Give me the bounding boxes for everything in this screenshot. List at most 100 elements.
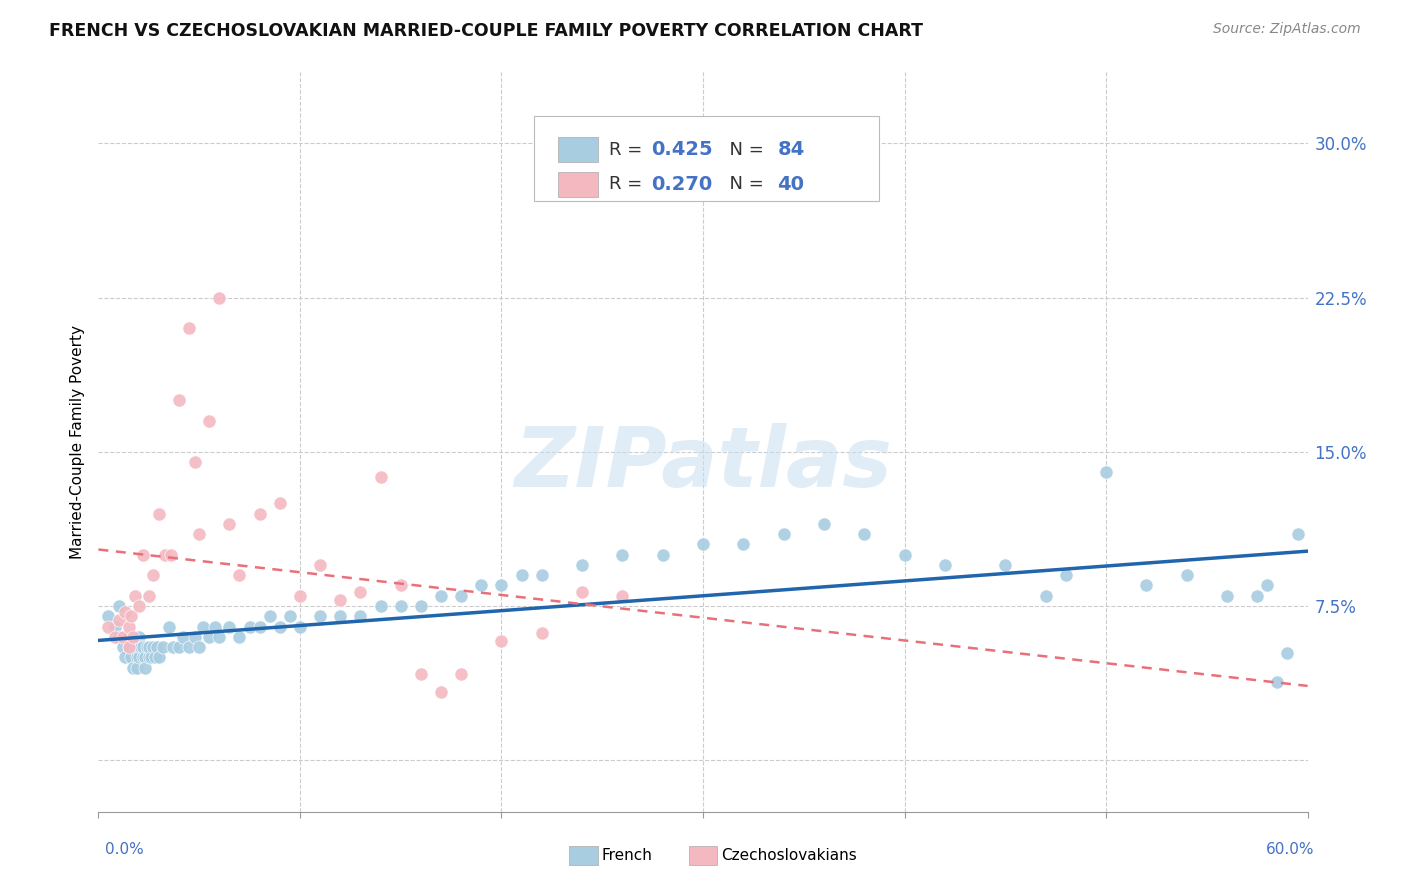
Point <box>188 527 211 541</box>
Point <box>179 640 201 655</box>
Text: 0.270: 0.270 <box>651 175 713 194</box>
Point <box>138 650 160 665</box>
Point <box>121 630 143 644</box>
Point <box>1095 466 1118 480</box>
Point <box>893 548 915 562</box>
Point <box>120 609 142 624</box>
Point <box>118 620 141 634</box>
Point <box>228 630 250 644</box>
Point <box>370 469 392 483</box>
Point <box>193 620 215 634</box>
Point <box>134 661 156 675</box>
Point <box>329 609 352 624</box>
Text: R =: R = <box>609 141 648 159</box>
Point <box>142 640 165 655</box>
Point <box>288 589 311 603</box>
Point <box>269 496 291 510</box>
Point <box>153 548 176 562</box>
Point <box>491 578 513 592</box>
Point <box>1277 646 1299 660</box>
Point <box>97 609 120 624</box>
Point <box>450 589 472 603</box>
Point <box>530 625 553 640</box>
Point <box>571 558 593 572</box>
Point <box>107 630 129 644</box>
Point <box>198 414 221 428</box>
Point <box>114 605 136 619</box>
Point <box>111 640 134 655</box>
Point <box>118 630 141 644</box>
Point <box>184 455 207 469</box>
Point <box>470 578 492 592</box>
Point <box>204 620 226 634</box>
Point <box>111 630 134 644</box>
Point <box>125 650 148 665</box>
Point <box>1267 675 1289 690</box>
Point <box>994 558 1017 572</box>
Point <box>128 630 150 644</box>
Point <box>157 620 180 634</box>
Text: 40: 40 <box>778 175 804 194</box>
Text: 84: 84 <box>778 140 804 160</box>
Point <box>1135 578 1157 592</box>
Point <box>198 630 221 644</box>
Point <box>103 620 125 634</box>
Point <box>120 650 142 665</box>
Point <box>530 568 553 582</box>
Point <box>184 630 207 644</box>
Point <box>142 568 165 582</box>
Point <box>114 650 136 665</box>
Point <box>228 568 250 582</box>
Point <box>491 634 513 648</box>
Point <box>612 589 634 603</box>
Point <box>571 584 593 599</box>
Point <box>249 620 271 634</box>
Point <box>733 537 755 551</box>
Point <box>612 548 634 562</box>
Text: Czechoslovakians: Czechoslovakians <box>721 848 858 863</box>
Point <box>103 630 125 644</box>
Point <box>125 661 148 675</box>
Text: Source: ZipAtlas.com: Source: ZipAtlas.com <box>1213 22 1361 37</box>
Point <box>692 537 714 551</box>
Point <box>107 599 129 613</box>
Point <box>121 661 143 675</box>
Point <box>409 667 432 681</box>
Point <box>934 558 956 572</box>
Point <box>329 593 352 607</box>
Point <box>349 609 371 624</box>
Point <box>132 548 155 562</box>
Point <box>124 589 146 603</box>
Point <box>128 599 150 613</box>
Point <box>389 599 412 613</box>
Point <box>152 640 174 655</box>
Point <box>139 650 162 665</box>
Point <box>1216 589 1239 603</box>
Point <box>309 558 332 572</box>
Point <box>430 589 453 603</box>
Point <box>1256 578 1278 592</box>
Point <box>208 630 231 644</box>
Point <box>129 640 152 655</box>
Point <box>162 640 184 655</box>
Point <box>430 685 453 699</box>
Point <box>1286 527 1309 541</box>
Point <box>118 640 141 655</box>
Y-axis label: Married-Couple Family Poverty: Married-Couple Family Poverty <box>70 325 86 558</box>
Text: 0.0%: 0.0% <box>105 842 145 856</box>
Point <box>208 291 231 305</box>
Point <box>188 640 211 655</box>
Point <box>97 620 120 634</box>
Point <box>309 609 332 624</box>
Point <box>269 620 291 634</box>
Point <box>138 589 160 603</box>
Point <box>124 630 146 644</box>
Point <box>1175 568 1198 582</box>
Point <box>132 640 155 655</box>
Point <box>135 640 157 655</box>
Point <box>167 640 190 655</box>
Point <box>389 578 412 592</box>
Point <box>143 650 166 665</box>
Point <box>239 620 262 634</box>
Text: N =: N = <box>718 141 770 159</box>
